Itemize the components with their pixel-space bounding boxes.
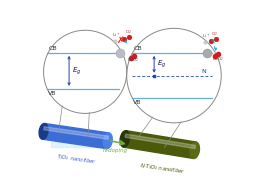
Polygon shape — [123, 131, 196, 158]
Text: O$_2$: O$_2$ — [125, 28, 132, 36]
Polygon shape — [42, 123, 109, 149]
Polygon shape — [125, 134, 195, 149]
Ellipse shape — [120, 131, 129, 147]
Text: TiO$_2$ nanofiber: TiO$_2$ nanofiber — [56, 152, 97, 167]
Text: Li$^+$: Li$^+$ — [112, 31, 120, 39]
Ellipse shape — [103, 133, 112, 149]
Text: Li$_2$O$_2$: Li$_2$O$_2$ — [127, 57, 139, 64]
Ellipse shape — [39, 123, 48, 139]
Text: O$_2$: O$_2$ — [211, 30, 218, 38]
Text: VB: VB — [48, 91, 57, 96]
Ellipse shape — [190, 142, 199, 159]
Text: $E_g$: $E_g$ — [72, 65, 81, 77]
Text: $E_g$: $E_g$ — [157, 59, 166, 70]
Text: VB: VB — [133, 100, 142, 105]
Text: CB: CB — [133, 46, 142, 51]
Text: CB: CB — [48, 46, 57, 51]
Text: N-TiO$_2$ nanofiber: N-TiO$_2$ nanofiber — [139, 162, 186, 177]
Circle shape — [127, 28, 221, 123]
Text: N-doping: N-doping — [103, 148, 128, 153]
Polygon shape — [44, 127, 109, 139]
Text: ✗: ✗ — [117, 36, 125, 45]
Text: N: N — [201, 69, 206, 74]
Text: Li$^+$: Li$^+$ — [202, 33, 210, 40]
Circle shape — [44, 30, 127, 113]
Text: Li$_2$O$_2$: Li$_2$O$_2$ — [212, 55, 223, 63]
